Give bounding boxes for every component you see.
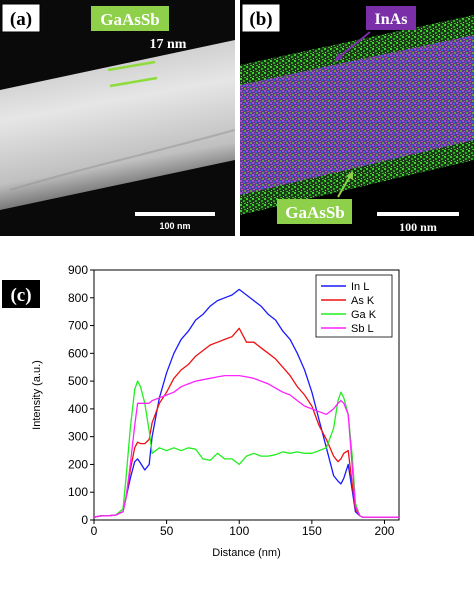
core-arrow-head	[334, 53, 343, 62]
shell-arrow	[337, 175, 351, 198]
legend-label: Sb L	[351, 323, 374, 335]
x-tick-label: 0	[91, 524, 98, 538]
panel-tag: (b)	[249, 9, 272, 30]
material-label-box	[91, 6, 169, 31]
y-tick-label: 700	[68, 319, 88, 333]
axis-ticks: 0 50 100 150 200 0 100 200 300 400 500 600 700 800 900	[68, 263, 395, 538]
x-tick-label: 50	[160, 524, 174, 538]
legend-label: Ga K	[351, 309, 377, 321]
nanowire-stripe	[9, 129, 236, 191]
core-arrow	[337, 31, 371, 59]
panel-b-eds-map: (b) InAs GaAsSb 100 nm	[240, 0, 474, 236]
material-label: GaAsSb	[100, 10, 160, 29]
eds-map: (b) InAs GaAsSb 100 nm	[240, 0, 474, 236]
series-lines	[93, 288, 399, 518]
y-tick-label: 300	[68, 430, 88, 444]
panel-tag-box	[241, 3, 281, 33]
legend: In L As K Ga K Sb L	[315, 274, 393, 338]
y-tick-label: 800	[68, 291, 88, 305]
thickness-label: 17 nm	[150, 37, 187, 52]
y-tick-label: 400	[68, 402, 88, 416]
series-line-ga-k	[93, 380, 399, 518]
series-line-sb-l	[93, 374, 399, 518]
scale-bar-label: 100 nm	[159, 221, 190, 231]
core-label-box	[366, 6, 416, 30]
y-tick-label: 500	[68, 374, 88, 388]
y-tick-label: 100	[68, 485, 88, 499]
x-tick-label: 100	[229, 524, 249, 538]
core-region	[240, 35, 474, 195]
shell-arrow-head	[346, 171, 353, 180]
y-axis-label: Intensity (a.u.)	[31, 360, 43, 430]
legend-label: As K	[351, 295, 375, 307]
shell-label: GaAsSb	[285, 203, 345, 222]
stem-image: (a) GaAsSb 17 nm 100 nm	[0, 0, 236, 236]
panel-tag-box	[1, 3, 41, 33]
series-line-in-l	[93, 288, 399, 518]
plot-area	[93, 269, 400, 521]
legend-label: In L	[351, 281, 369, 293]
panel-a-stem-image: (a) GaAsSb 17 nm 100 nm	[0, 0, 236, 236]
panel-c-line-profile: (c) 0 50 100 150 200 0 100 200 300 400 500 600 700 80…	[0, 258, 474, 586]
y-tick-label: 0	[81, 513, 88, 527]
y-tick-label: 600	[68, 346, 88, 360]
shell-marker-bottom	[109, 76, 158, 88]
shell-marker-top	[107, 60, 156, 72]
panel-tag-box	[2, 280, 40, 308]
scale-bar	[135, 212, 215, 216]
y-tick-label: 900	[68, 263, 88, 277]
x-tick-label: 150	[302, 524, 322, 538]
core-label: InAs	[375, 11, 408, 28]
x-tick-label: 200	[374, 524, 394, 538]
nanowire	[0, 40, 235, 210]
panel-tag: (a)	[10, 9, 32, 30]
x-axis-label: Distance (nm)	[212, 547, 280, 559]
panel-tag: (c)	[10, 285, 31, 306]
scale-bar	[377, 212, 459, 216]
y-tick-label: 200	[68, 457, 88, 471]
line-profile-chart: (c) 0 50 100 150 200 0 100 200 300 400 500 600 700 80…	[2, 263, 400, 559]
series-line-as-k	[93, 327, 399, 518]
shell-label-box	[277, 199, 352, 224]
scale-bar-label: 100 nm	[399, 220, 437, 234]
